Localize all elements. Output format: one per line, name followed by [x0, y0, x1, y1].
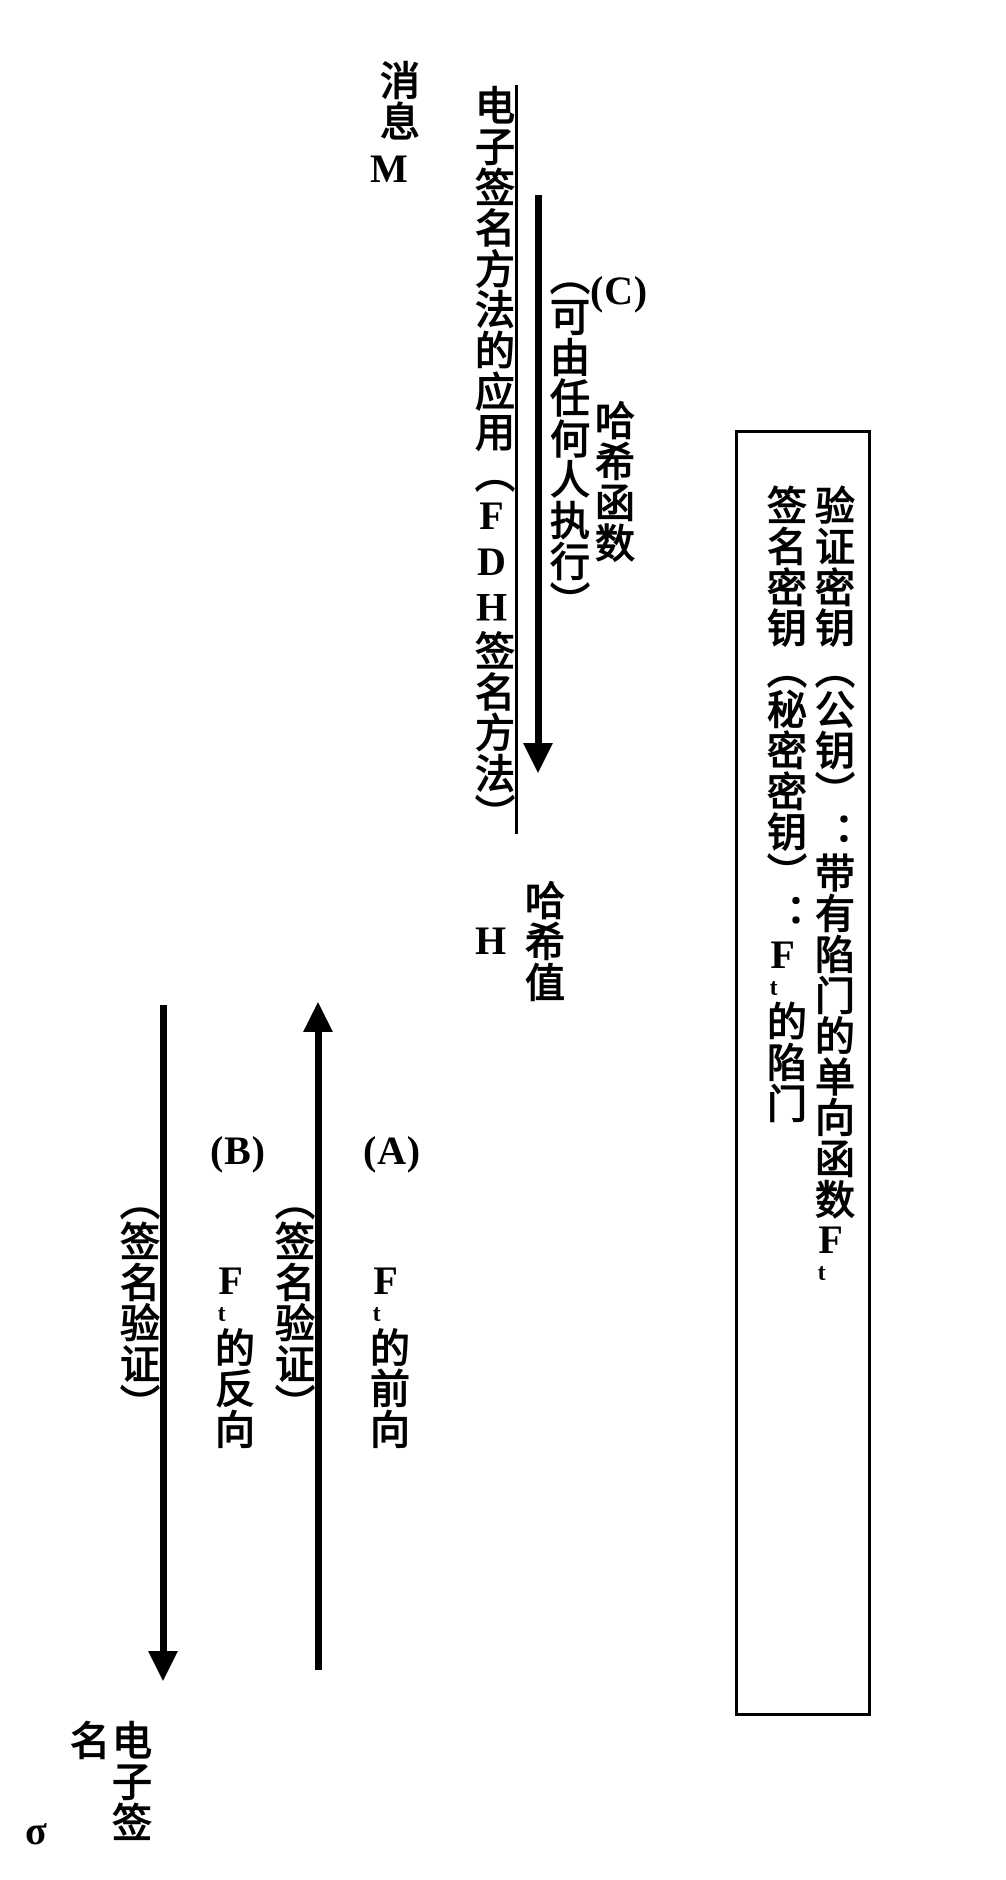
- arrow-a-label-suffix: 的前向: [364, 1327, 409, 1449]
- arrow-b-label-suffix: 的反向: [209, 1327, 254, 1449]
- arrow-a-line: [315, 1030, 322, 1670]
- arrow-c-sublabel: （可由任何人执行）: [545, 255, 587, 622]
- node-hash-label: 哈希值: [520, 880, 562, 1002]
- arrow-c-label: 哈希函数: [590, 400, 632, 563]
- arrow-c-head-icon: [523, 743, 553, 773]
- arrow-b-label: Ft的反向: [210, 1260, 252, 1450]
- arrow-c-line: [535, 195, 542, 745]
- arrow-a-label: Ft的前向: [365, 1260, 407, 1450]
- arrow-b-line: [160, 1005, 167, 1653]
- node-hash-latin: H: [475, 920, 507, 962]
- arrow-a-tag: (A): [365, 1130, 423, 1172]
- arrow-c-tag-text: (C): [590, 270, 648, 312]
- node-msg-latin: M: [370, 148, 409, 190]
- diagram-canvas: 电子签名方法的应用（FDH签名方法） 电子签名 σ 哈希值 H 消息 M (A)…: [0, 0, 1006, 1880]
- arrow-b-head-icon: [148, 1651, 178, 1681]
- key-line1: 验证密钥（公钥）：带有陷门的单向函数Ft: [810, 485, 852, 1287]
- key-line2: 签名密钥（秘密密钥）：Ft的陷门: [762, 485, 804, 1123]
- arrow-b-tag-text: (B): [210, 1130, 266, 1172]
- node-msg-label: 消息: [375, 60, 417, 142]
- diagram-title: 电子签名方法的应用（FDH签名方法）: [470, 85, 512, 834]
- arrow-b-tag: (B): [210, 1130, 266, 1172]
- arrow-a-head-icon: [303, 1002, 333, 1032]
- node-sigma-latin: σ: [25, 1810, 48, 1852]
- arrow-a-sublabel: （签名验证）: [270, 1180, 312, 1425]
- arrow-c-tag: (C): [590, 270, 648, 312]
- node-sigma-label: 电子签名: [65, 1720, 149, 1880]
- arrow-b-sublabel: （签名验证）: [115, 1180, 157, 1425]
- arrow-a-tag-text: (A): [363, 1130, 421, 1172]
